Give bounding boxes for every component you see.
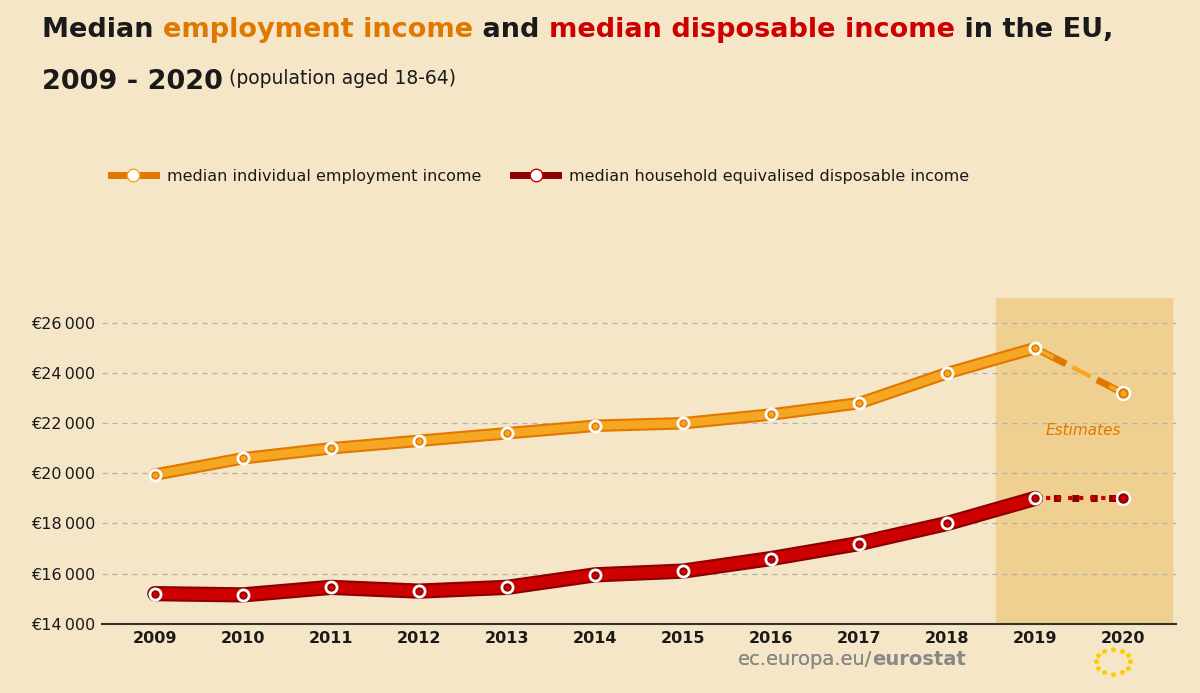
Text: Estimates: Estimates xyxy=(1046,423,1121,438)
Text: median disposable income: median disposable income xyxy=(550,17,955,44)
Text: employment income: employment income xyxy=(163,17,473,44)
Legend: median individual employment income, median household equivalised disposable inc: median individual employment income, med… xyxy=(104,163,976,191)
Text: in the EU,: in the EU, xyxy=(955,17,1114,44)
Text: ec.europa.eu/: ec.europa.eu/ xyxy=(738,650,872,669)
Bar xyxy=(996,298,1171,624)
Text: (population aged 18-64): (population aged 18-64) xyxy=(223,69,456,88)
Text: eurostat: eurostat xyxy=(872,650,966,669)
Text: and: and xyxy=(473,17,550,44)
Text: Median: Median xyxy=(42,17,163,44)
Text: ec.europa.eu/: ec.europa.eu/ xyxy=(738,650,872,669)
Text: 2009 - 2020: 2009 - 2020 xyxy=(42,69,223,96)
